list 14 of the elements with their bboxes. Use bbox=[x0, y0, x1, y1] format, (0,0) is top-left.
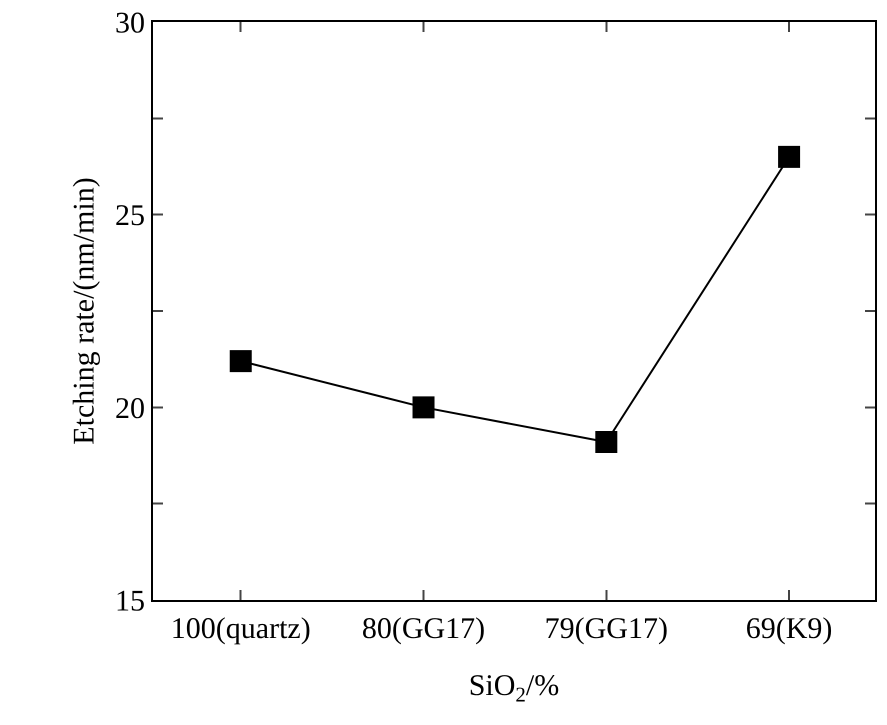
x-tick-label: 69(K9) bbox=[746, 612, 832, 645]
y-tick-label: 25 bbox=[115, 199, 145, 232]
point bbox=[412, 396, 435, 418]
x-tick-label: 80(GG17) bbox=[362, 612, 486, 645]
point bbox=[778, 146, 800, 168]
x-tick-label: 100(quartz) bbox=[170, 612, 311, 645]
y-tick-label: 30 bbox=[115, 6, 145, 40]
x-axis-title: SiO$_{2}$/% bbox=[468, 669, 560, 706]
y-tick-label: 15 bbox=[115, 584, 145, 618]
x-tick-label: 79(GG17) bbox=[544, 612, 668, 645]
point bbox=[230, 350, 252, 372]
y-tick-label: 20 bbox=[115, 392, 145, 425]
point bbox=[595, 431, 618, 454]
y-axis-title: Etching rate/(nm/min) bbox=[68, 177, 100, 445]
